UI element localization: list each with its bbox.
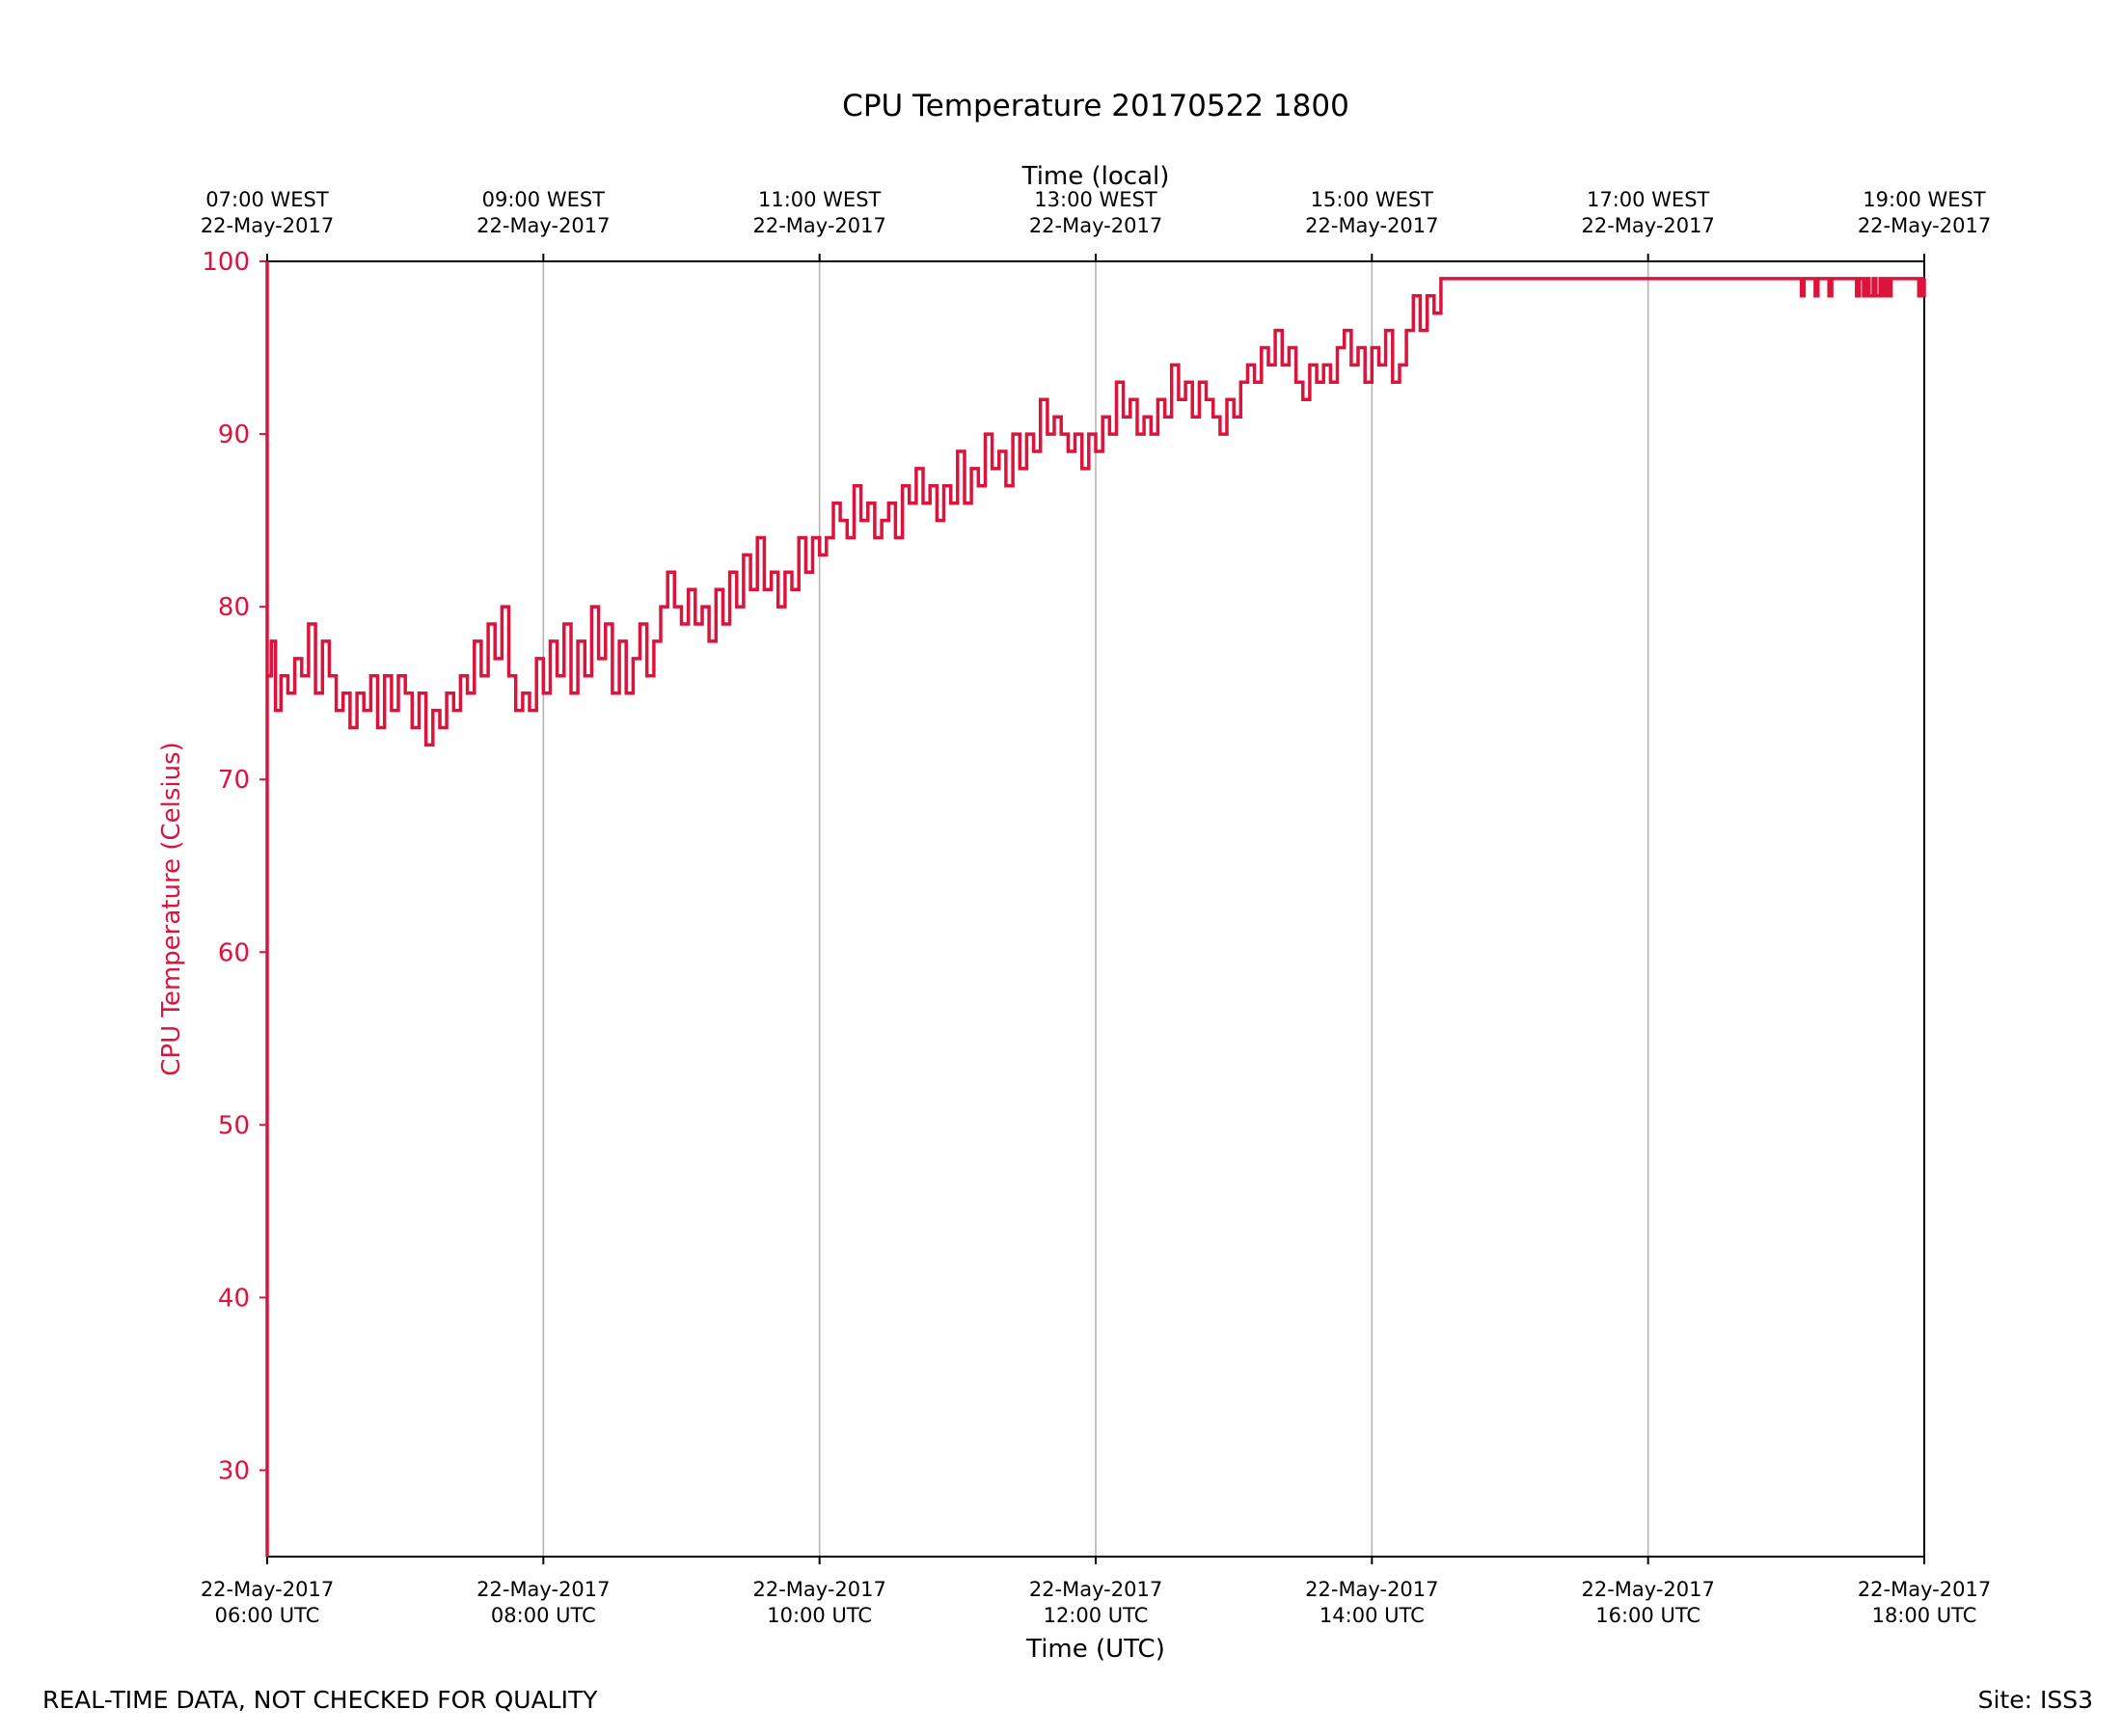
x-tick-label-top-time: 07:00 WEST: [205, 188, 329, 211]
x-axis-label: Time (UTC): [1025, 1635, 1165, 1664]
x-tick-label-top-date: 22-May-2017: [752, 214, 885, 237]
x-tick-label-top-date: 22-May-2017: [1305, 214, 1438, 237]
x-tick-label-bottom-date: 22-May-2017: [1581, 1578, 1714, 1601]
x-tick-label-bottom-time: 14:00 UTC: [1319, 1604, 1425, 1627]
x-tick-label-top-date: 22-May-2017: [1858, 214, 1991, 237]
y-tick-label: 60: [218, 938, 250, 967]
x-tick-label-top-date: 22-May-2017: [1581, 214, 1714, 237]
x-tick-label-top-time: 13:00 WEST: [1034, 188, 1157, 211]
x-tick-label-bottom-date: 22-May-2017: [1305, 1578, 1438, 1601]
x-tick-label-top-date: 22-May-2017: [1029, 214, 1162, 237]
x-tick-label-bottom-date: 22-May-2017: [1029, 1578, 1162, 1601]
x-tick-label-bottom-time: 18:00 UTC: [1872, 1604, 1977, 1627]
y-tick-label: 90: [218, 420, 250, 449]
x-tick-label-bottom-date: 22-May-2017: [476, 1578, 610, 1601]
x-tick-label-top-time: 11:00 WEST: [758, 188, 882, 211]
y-tick-label: 40: [218, 1284, 250, 1313]
site-label: Site: ISS3: [1977, 1686, 2093, 1714]
y-tick-label: 80: [218, 593, 250, 622]
x-tick-label-bottom-date: 22-May-2017: [201, 1578, 334, 1601]
y-tick-label: 30: [218, 1456, 250, 1485]
x-tick-label-top-time: 09:00 WEST: [482, 188, 606, 211]
x-tick-label-bottom-time: 10:00 UTC: [767, 1604, 872, 1627]
y-axis-label: CPU Temperature (Celsius): [157, 742, 186, 1076]
x-tick-label-top-time: 19:00 WEST: [1863, 188, 1986, 211]
series-line-cpu-temperature: [265, 261, 1926, 1557]
y-tick-label: 70: [218, 766, 250, 795]
x-tick-label-top-time: 15:00 WEST: [1311, 188, 1434, 211]
y-tick-label: 50: [218, 1111, 250, 1140]
x-tick-label-top-time: 17:00 WEST: [1587, 188, 1710, 211]
x2-axis-label: Time (local): [1021, 162, 1170, 191]
x-tick-label-top-date: 22-May-2017: [476, 214, 610, 237]
x-tick-label-top-date: 22-May-2017: [201, 214, 334, 237]
x-tick-label-bottom-date: 22-May-2017: [752, 1578, 885, 1601]
x-tick-label-bottom-date: 22-May-2017: [1858, 1578, 1991, 1601]
x-tick-label-bottom-time: 12:00 UTC: [1044, 1604, 1149, 1627]
x-tick-label-bottom-time: 08:00 UTC: [491, 1604, 596, 1627]
y-tick-label: 100: [202, 248, 250, 277]
chart-title: CPU Temperature 20170522 1800: [842, 89, 1349, 123]
x-tick-label-bottom-time: 16:00 UTC: [1595, 1604, 1700, 1627]
x-tick-label-bottom-time: 06:00 UTC: [215, 1604, 320, 1627]
quality-disclaimer: REAL-TIME DATA, NOT CHECKED FOR QUALITY: [42, 1686, 598, 1714]
